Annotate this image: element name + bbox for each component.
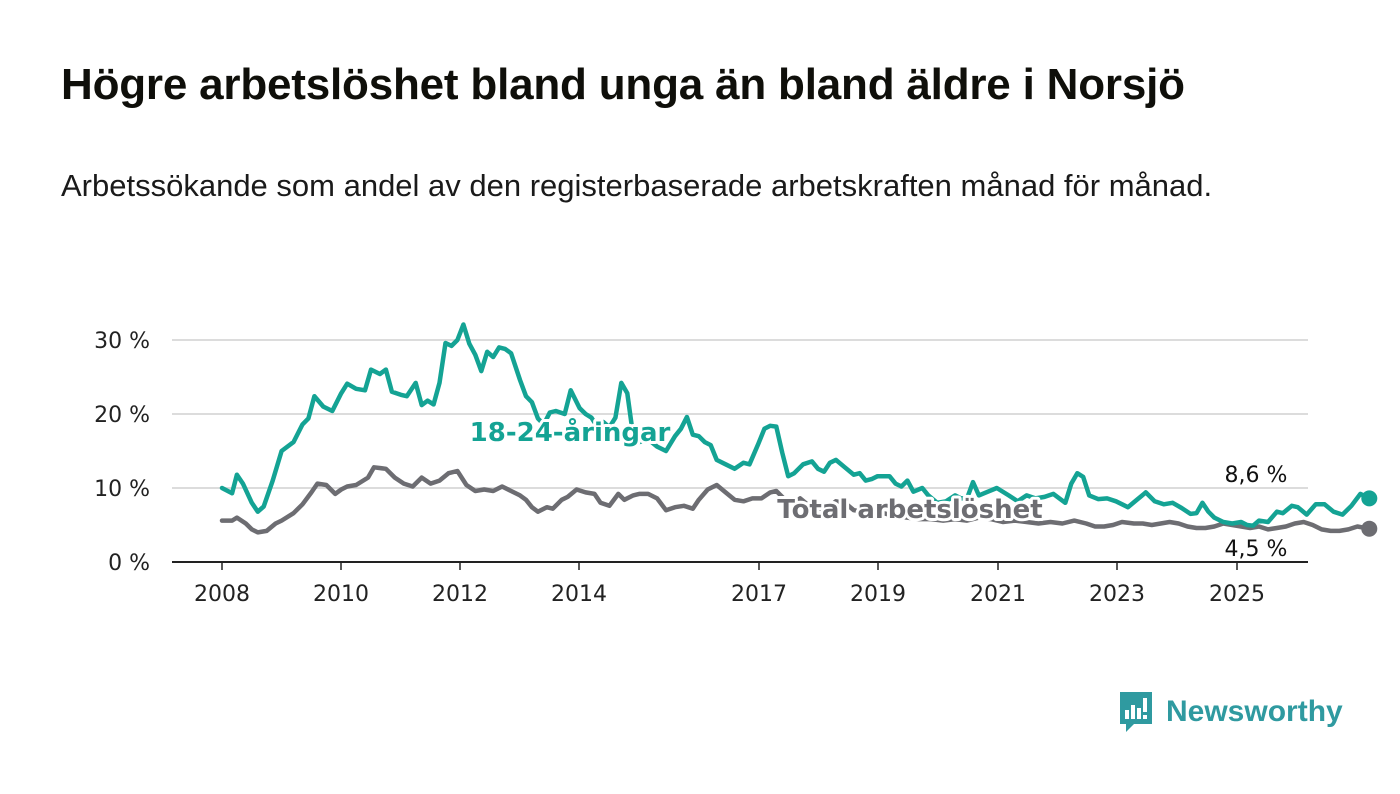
x-tick-label: 2025 xyxy=(1209,582,1265,607)
series-end-marker xyxy=(1361,490,1378,507)
y-tick-label: 10 % xyxy=(94,477,150,502)
y-tick-label: 20 % xyxy=(94,403,150,428)
series-label-youth: 18-24-åringar xyxy=(470,416,671,448)
series-end-marker xyxy=(1361,520,1378,537)
x-tick-label: 2023 xyxy=(1089,582,1145,607)
newsworthy-logo-icon xyxy=(1120,692,1152,732)
y-axis-ticks: 0 % 10 % 20 % 30 % xyxy=(94,329,150,576)
newsworthy-logo: Newsworthy xyxy=(1118,690,1343,734)
end-value-label-youth: 8,6 % xyxy=(1225,463,1288,488)
chart-subtitle: Arbetssökande som andel av den registerb… xyxy=(61,168,1213,203)
end-value-label-total: 4,5 % xyxy=(1225,537,1288,562)
x-tick-label: 2021 xyxy=(970,582,1026,607)
series-line-youth xyxy=(219,322,1372,528)
x-axis-ticks: 2008 2010 2012 2014 2017 2019 2021 2023 2025 xyxy=(194,562,1265,607)
series-line-total xyxy=(219,465,1372,535)
brand-name: Newsworthy xyxy=(1166,695,1343,728)
chart-title: Högre arbetslöshet bland unga än bland ä… xyxy=(61,60,1185,109)
y-tick-label: 30 % xyxy=(94,329,150,354)
x-tick-label: 2012 xyxy=(432,582,488,607)
x-tick-label: 2017 xyxy=(731,582,787,607)
x-tick-label: 2019 xyxy=(850,582,906,607)
series-lines xyxy=(219,322,1378,537)
y-tick-label: 0 % xyxy=(108,551,150,576)
x-tick-label: 2014 xyxy=(551,582,607,607)
series-label-total: Total arbetslöshet xyxy=(777,495,1042,525)
series-labels: 18-24-åringar Total arbetslöshet 8,6 % 4,5 … xyxy=(467,413,1290,565)
x-tick-label: 2008 xyxy=(194,582,250,607)
x-tick-label: 2010 xyxy=(313,582,369,607)
gridlines xyxy=(172,339,1308,563)
